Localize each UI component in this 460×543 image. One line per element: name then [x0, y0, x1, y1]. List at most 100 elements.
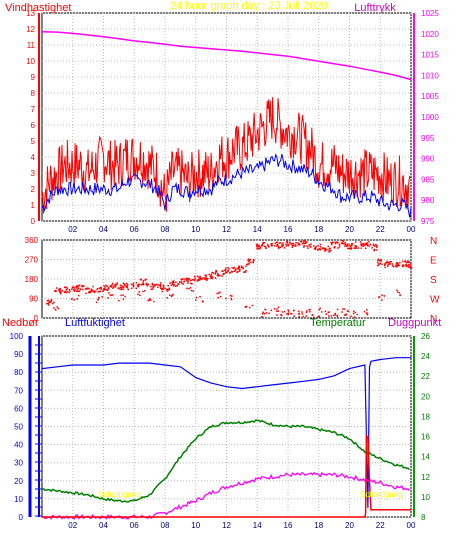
wind-direction-point	[75, 286, 77, 289]
wind-direction-point	[256, 246, 258, 248]
wind-direction-point	[319, 246, 322, 248]
wind-direction-point	[318, 309, 320, 311]
wind-direction-point	[391, 263, 393, 265]
dewpoint-axis-title: Duggpunkt	[388, 317, 441, 329]
wind-direction-point	[238, 266, 241, 269]
wind-direction-point	[384, 263, 386, 265]
wind-direction-point	[142, 280, 144, 282]
wind-direction-point	[207, 278, 209, 280]
wind-direction-point	[201, 300, 204, 302]
x-tick-label: 00	[407, 521, 416, 530]
wind-direction-point	[249, 258, 251, 261]
wind-direction-point	[91, 290, 93, 293]
wind-direction-point	[252, 261, 255, 264]
wind-direction-point	[251, 304, 254, 307]
humidity-tick-label: 30	[14, 459, 23, 468]
wind-direction-point	[378, 264, 380, 266]
wind-direction-point	[393, 265, 395, 268]
wind-direction-point	[247, 259, 249, 262]
wind-direction-point	[290, 243, 292, 245]
wind-direction-point	[201, 277, 203, 279]
wind-direction-point	[355, 245, 358, 248]
wind-direction-point	[66, 290, 69, 293]
wind-direction-point	[295, 244, 297, 247]
wind-direction-point	[373, 248, 376, 251]
wind-direction-point	[181, 278, 183, 281]
wind-direction-point	[71, 288, 73, 290]
wind-direction-point	[153, 285, 155, 288]
wind-direction-point	[144, 279, 147, 281]
wind-direction-point	[377, 264, 379, 267]
wind-direction-point	[77, 287, 80, 290]
wind-direction-point	[289, 242, 291, 244]
wind-direction-point	[81, 284, 83, 287]
wind-direction-point	[92, 285, 94, 288]
wind-direction-point	[270, 309, 272, 312]
wind-direction-point	[341, 240, 344, 242]
wind-direction-point	[302, 241, 305, 243]
wind-direction-point	[116, 282, 118, 284]
wind-direction-point	[314, 246, 317, 249]
wind-direction-point	[366, 312, 368, 314]
wind-direction-point	[335, 241, 338, 243]
wind-direction-point	[404, 260, 406, 262]
wind-direction-point	[47, 302, 49, 305]
x-tick-label: 08	[161, 521, 170, 530]
wind-direction-point	[368, 245, 371, 247]
wind-direction-point	[110, 284, 113, 287]
wind-direction-point	[253, 260, 255, 262]
wind-direction-point	[253, 258, 255, 261]
wind-direction-point	[226, 270, 229, 272]
wind-direction-point	[118, 287, 120, 289]
wind-direction-point	[217, 275, 220, 277]
wind-direction-point	[266, 243, 269, 246]
wind-direction-point	[347, 245, 349, 247]
wind-direction-point	[248, 261, 250, 263]
wind-direction-point	[101, 296, 103, 298]
wind-direction-point	[71, 286, 74, 289]
wind-direction-point	[398, 264, 401, 267]
wind-direction-point	[404, 264, 407, 266]
wind-direction-point	[334, 245, 336, 248]
wind-direction-point	[162, 286, 165, 288]
wind-direction-point	[161, 290, 164, 293]
wind-direction-point	[55, 290, 57, 293]
compass-label: W	[430, 295, 440, 306]
wind-direction-point	[119, 286, 122, 288]
wind-direction-point	[248, 263, 250, 265]
wind-direction-point	[327, 311, 330, 314]
wind-direction-point	[89, 291, 91, 294]
wind-direction-point	[219, 291, 221, 293]
wind-direction-point	[365, 243, 368, 246]
wind-direction-point	[234, 268, 237, 271]
wind-direction-point	[221, 275, 223, 277]
wind-direction-point	[359, 241, 362, 243]
wind-direction-point	[343, 243, 346, 245]
wind-direction-point	[146, 282, 148, 285]
wind-direction-point	[328, 250, 330, 252]
wind-direction-point	[198, 278, 200, 281]
wind-direction-point	[193, 279, 195, 281]
wind-direction-point	[390, 260, 392, 263]
wind-direction-point	[214, 277, 217, 279]
humidity-line	[41, 357, 411, 508]
data-series	[41, 30, 413, 520]
wind-direction-point	[122, 288, 125, 291]
wind-direction-point	[345, 245, 348, 247]
wind-direction-point	[152, 286, 154, 289]
wind-direction-point	[73, 299, 75, 301]
wind-direction-point	[68, 288, 71, 291]
wind-direction-point	[277, 306, 280, 308]
wind-direction-point	[76, 285, 78, 287]
wind-direction-point	[237, 266, 240, 269]
wind-direction-point	[187, 280, 189, 283]
wind-tick-label: 7	[31, 105, 36, 114]
wind-direction-point	[137, 283, 140, 286]
wind-direction-point	[195, 299, 197, 301]
wind-direction-point	[341, 311, 343, 313]
wind-direction-point	[353, 247, 355, 249]
wind-direction-point	[142, 290, 144, 293]
wind-direction-point	[356, 313, 359, 316]
wind-direction-point	[117, 287, 119, 290]
wind-direction-point	[238, 268, 240, 270]
